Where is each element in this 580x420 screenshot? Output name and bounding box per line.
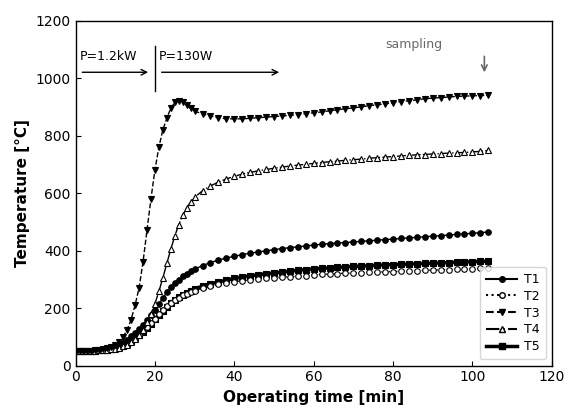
T5 <box>132 336 139 341</box>
Y-axis label: Temperature [°C]: Temperature [°C] <box>15 119 30 267</box>
T1 <box>136 326 143 331</box>
T5 <box>255 272 262 277</box>
T3 <box>263 115 270 120</box>
T3 <box>485 93 492 98</box>
T4 <box>429 152 436 157</box>
T4 <box>469 150 476 155</box>
T3 <box>429 96 436 101</box>
T3 <box>255 115 262 120</box>
T2 <box>429 268 436 273</box>
T5 <box>469 259 476 264</box>
T4 <box>132 336 139 341</box>
T5 <box>72 349 79 354</box>
Line: T3: T3 <box>72 92 492 354</box>
T2 <box>136 332 143 337</box>
T4 <box>72 349 79 354</box>
T2 <box>72 349 79 354</box>
T5 <box>263 271 270 276</box>
Text: P=130W: P=130W <box>159 50 213 63</box>
T4 <box>485 148 492 153</box>
T3 <box>136 286 143 291</box>
T5 <box>136 333 143 338</box>
T1 <box>72 349 79 354</box>
T1 <box>429 234 436 239</box>
Text: sampling: sampling <box>385 39 442 51</box>
T3 <box>132 303 139 308</box>
T4 <box>255 168 262 173</box>
T1 <box>132 330 139 335</box>
T2 <box>263 276 270 281</box>
T2 <box>469 266 476 271</box>
T4 <box>263 167 270 172</box>
Line: T5: T5 <box>72 258 491 354</box>
T2 <box>255 276 262 281</box>
T1 <box>485 229 492 234</box>
T4 <box>136 333 143 338</box>
T5 <box>429 261 436 266</box>
T2 <box>132 335 139 340</box>
Line: T1: T1 <box>72 229 491 354</box>
X-axis label: Operating time [min]: Operating time [min] <box>223 390 404 405</box>
T5 <box>485 259 492 264</box>
Legend: T1, T2, T3, T4, T5: T1, T2, T3, T4, T5 <box>480 267 546 360</box>
T3 <box>72 349 79 354</box>
T1 <box>469 231 476 236</box>
T1 <box>255 249 262 255</box>
Line: T2: T2 <box>72 265 491 354</box>
T3 <box>469 93 476 98</box>
T1 <box>263 248 270 253</box>
T2 <box>485 265 492 270</box>
Line: T4: T4 <box>72 147 492 354</box>
Text: P=1.2kW: P=1.2kW <box>79 50 137 63</box>
